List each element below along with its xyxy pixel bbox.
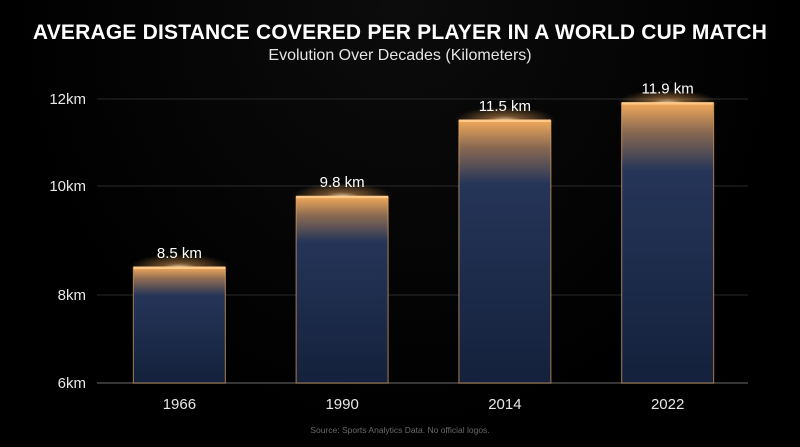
bar [621, 102, 715, 384]
data-label: 9.8 km [320, 174, 365, 191]
bar-group: 8.5 km [128, 245, 230, 384]
x-tick-label: 2022 [651, 396, 684, 413]
y-tick-label: 10km [49, 178, 86, 195]
bar [295, 196, 389, 384]
bar [458, 120, 552, 384]
bar-group: 11.5 km [454, 98, 556, 384]
y-tick-label: 12km [49, 91, 86, 108]
bar [132, 267, 226, 384]
data-label: 11.9 km [642, 80, 694, 97]
data-label: 11.5 km [479, 98, 531, 115]
chart-subtitle: Evolution Over Decades (Kilometers) [268, 47, 532, 64]
y-tick-label: 8km [58, 287, 86, 304]
y-tick-label: 6km [58, 375, 86, 392]
chart-title: AVERAGE DISTANCE COVERED PER PLAYER IN A… [32, 21, 768, 44]
y-axis: 6km 8km 10km 12km [49, 91, 86, 392]
x-tick-label: 1990 [325, 396, 358, 413]
x-tick-label: 1966 [163, 396, 196, 413]
bar-group: 11.9 km [617, 80, 719, 384]
bars: 8.5 km 9.8 km 11.5 km 11.9 km [128, 80, 719, 384]
x-tick-label: 2014 [488, 396, 521, 413]
data-label: 8.5 km [157, 245, 202, 262]
bar-group: 9.8 km [291, 174, 393, 384]
source-note: Source: Sports Analytics Data. No offici… [310, 425, 490, 435]
x-axis: 1966 1990 2014 2022 [163, 396, 685, 413]
